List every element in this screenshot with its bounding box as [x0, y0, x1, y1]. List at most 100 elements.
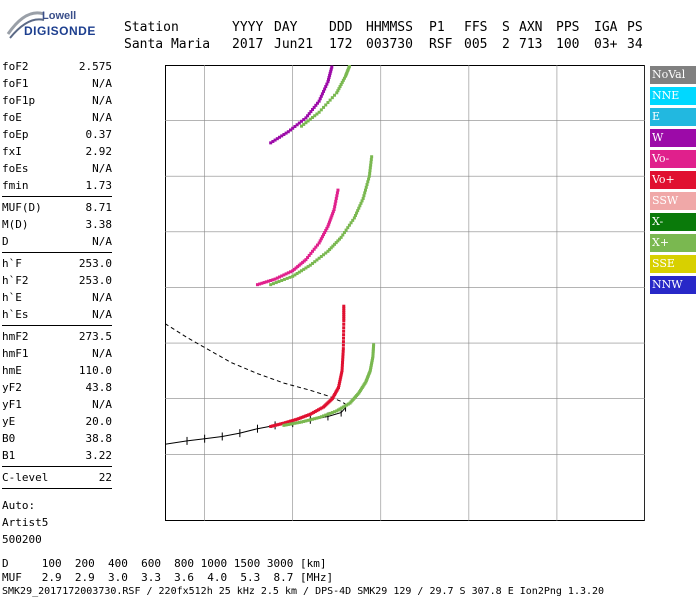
- echo-point: [300, 269, 304, 273]
- echo-point: [336, 408, 340, 412]
- param-row: B0 38.8: [2, 430, 112, 447]
- echo-point: [333, 410, 337, 414]
- echo-point: [311, 115, 315, 119]
- echo-point: [324, 228, 328, 232]
- echo-point: [304, 419, 308, 423]
- echo-point: [369, 160, 373, 164]
- echo-point: [318, 239, 322, 243]
- echo-point: [371, 346, 375, 350]
- echo-point: [307, 112, 311, 116]
- param-name: yF2: [2, 381, 22, 394]
- param-value: 273.5: [78, 330, 112, 343]
- echo-point: [306, 265, 310, 269]
- param-name: fxI: [2, 145, 22, 158]
- echo-point: [360, 199, 364, 203]
- echo-point: [328, 73, 332, 77]
- param-value: N/A: [92, 235, 112, 248]
- param-row: D N/A: [2, 233, 112, 250]
- header-value-8: 713: [519, 37, 543, 52]
- echo-point: [307, 253, 311, 257]
- echo-point: [346, 226, 350, 230]
- echo-point: [284, 421, 288, 425]
- echo-point: [255, 283, 259, 287]
- param-row: foF1 N/A: [2, 75, 112, 92]
- echo-point: [335, 409, 339, 413]
- param-row: hmF1 N/A: [2, 345, 112, 362]
- echo-point: [341, 78, 345, 82]
- echo-point: [342, 319, 346, 323]
- separator: [2, 252, 112, 253]
- legend-x: X+: [650, 234, 696, 252]
- echo-point: [306, 119, 310, 123]
- echo-point: [292, 267, 296, 271]
- echo-point: [306, 256, 310, 260]
- echo-point: [279, 422, 283, 426]
- echo-point: [300, 119, 304, 123]
- echo-point: [340, 406, 344, 410]
- param-name: B1: [2, 449, 16, 462]
- echo-point: [318, 97, 322, 101]
- profile-dashed: [165, 323, 346, 405]
- echo-point: [286, 423, 290, 427]
- echo-point: [273, 138, 277, 142]
- param-value: 0.37: [85, 128, 113, 141]
- echo-point: [319, 255, 323, 259]
- echo-point: [347, 65, 351, 68]
- echo-point: [323, 231, 327, 235]
- echo-point: [334, 241, 338, 245]
- param-value: 20.0: [85, 415, 113, 428]
- echo-point: [313, 114, 317, 118]
- legend-nne: NNE: [650, 87, 696, 105]
- echo-point: [349, 221, 353, 225]
- echo-point: [368, 171, 372, 175]
- echo-point: [339, 82, 343, 86]
- param-name: D: [2, 235, 9, 248]
- echo-point: [363, 188, 367, 192]
- echo-point: [302, 122, 306, 126]
- echo-point: [302, 419, 306, 423]
- echo-point: [315, 243, 319, 247]
- header-label-9: PPS: [556, 20, 580, 35]
- param-value: 1.73: [85, 179, 113, 192]
- echo-point: [336, 188, 340, 192]
- param-name: h`F: [2, 257, 22, 270]
- echo-point: [312, 247, 316, 251]
- echo-point: [298, 416, 302, 420]
- header-value-4: 003730: [366, 37, 413, 52]
- header-label-0: Station: [124, 20, 179, 35]
- echo-point: [342, 336, 346, 340]
- header-label-1: YYYY: [232, 20, 264, 35]
- echo-point: [311, 107, 315, 111]
- echo-point: [341, 405, 345, 409]
- echo-point: [341, 347, 345, 351]
- echo-point: [339, 373, 343, 377]
- echo-point: [324, 251, 328, 255]
- header-value-6: 005: [464, 37, 488, 52]
- param-row: hmE 110.0: [2, 362, 112, 379]
- legend-x: X-: [650, 213, 696, 231]
- separator: [2, 488, 112, 489]
- echo-point: [340, 366, 344, 370]
- echo-point: [370, 360, 374, 364]
- echo-point: [289, 422, 293, 426]
- echo-point: [340, 371, 344, 375]
- echo-point: [328, 411, 332, 415]
- echo-point: [317, 110, 321, 114]
- echo-point: [304, 258, 308, 262]
- echo-point: [297, 270, 301, 274]
- echo-point: [342, 308, 346, 312]
- echo-point: [329, 67, 333, 71]
- echo-point: [313, 410, 317, 414]
- echo-point: [347, 223, 351, 227]
- echo-point: [296, 265, 300, 269]
- header-label-10: IGA: [594, 20, 618, 35]
- echo-point: [370, 155, 374, 159]
- echo-point: [365, 183, 369, 187]
- param-name: foEp: [2, 128, 29, 141]
- echo-point: [282, 423, 286, 427]
- echo-point: [291, 126, 295, 130]
- echo-point: [369, 163, 373, 167]
- legend-e: E: [650, 108, 696, 126]
- echo-point: [329, 216, 333, 220]
- echo-point: [327, 76, 331, 80]
